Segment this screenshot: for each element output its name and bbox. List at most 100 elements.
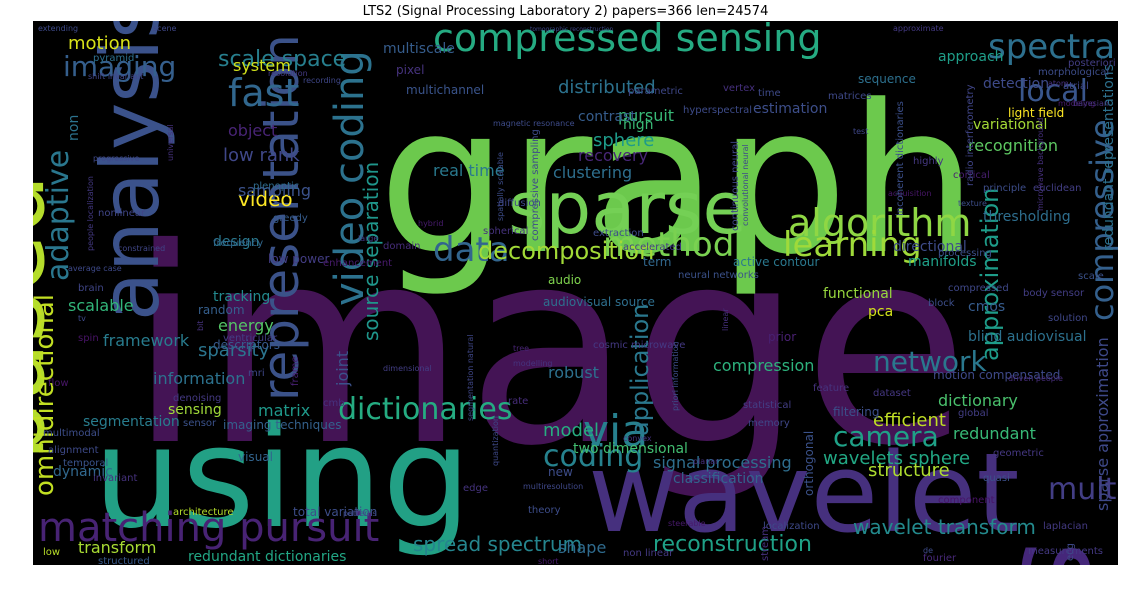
word-cmb: cmb bbox=[323, 398, 345, 409]
word-dimensional: dimensional bbox=[383, 364, 432, 373]
word-descriptors: descriptors bbox=[213, 338, 280, 352]
word-representation: representation bbox=[252, 34, 310, 401]
word-enhancement: enhancement bbox=[323, 258, 392, 269]
word-shape: shape bbox=[558, 538, 606, 557]
word-sphere: sphere bbox=[593, 130, 654, 151]
word-atrial: atrial bbox=[1063, 81, 1089, 92]
word-filtering: filtering bbox=[833, 405, 879, 419]
word-pyramid: pyramid bbox=[93, 53, 134, 64]
word-constrained: constrained bbox=[118, 244, 165, 253]
word-tree: tree bbox=[513, 344, 529, 353]
word-acquisition: acquisition bbox=[888, 189, 931, 198]
word-using: using bbox=[93, 397, 471, 560]
word-total-variation: total variation bbox=[293, 505, 377, 519]
word-coding: coding bbox=[543, 439, 643, 474]
word-vertex: vertex bbox=[723, 83, 755, 94]
word-imaging-techniques: imaging techniques bbox=[223, 418, 341, 432]
word-microwave-background: microwave background bbox=[1036, 118, 1045, 211]
word-extending: extending bbox=[38, 24, 78, 33]
word-visual: visual bbox=[238, 450, 273, 464]
word-graph: graph bbox=[378, 62, 978, 300]
word-segmentation: segmentation bbox=[83, 414, 180, 430]
word-denoising: denoising bbox=[173, 393, 221, 404]
word-audiovisual-source: audiovisual source bbox=[543, 295, 655, 309]
word-modelling: modelling bbox=[513, 359, 553, 368]
word-source-separation: source separation bbox=[359, 162, 383, 341]
word-spin: spin bbox=[78, 333, 99, 344]
word-bit: bit bbox=[196, 321, 205, 331]
word-accelerated: accelerated bbox=[623, 242, 682, 253]
word-spherical: spherical bbox=[483, 226, 528, 237]
word-multiresolution: multiresolution bbox=[523, 482, 583, 491]
word-sequence: sequence bbox=[858, 72, 916, 86]
word-recovery: recovery bbox=[578, 146, 648, 165]
word-posteriori: posteriori bbox=[1068, 58, 1116, 69]
word-incoherent-dictionaries: incoherent dictionaries bbox=[895, 101, 906, 216]
word-tracking: tracking bbox=[213, 289, 270, 305]
word-euclidean: euclidean bbox=[1033, 183, 1082, 194]
word-signal-processing: signal processing bbox=[653, 453, 792, 472]
word-processing: processing bbox=[938, 248, 992, 259]
word-redundant: redundant bbox=[953, 424, 1036, 443]
word-approach: approach bbox=[938, 49, 1004, 65]
word-laplacian: laplacian bbox=[1043, 521, 1088, 532]
word-scene: scene bbox=[153, 24, 177, 33]
word-motion: motion bbox=[68, 33, 131, 54]
word-highly: highly bbox=[913, 156, 944, 167]
word-prior: prior bbox=[768, 330, 796, 344]
word-hyperspectral: hyperspectral bbox=[683, 105, 752, 116]
word-recognition: recognition bbox=[968, 136, 1058, 155]
word-pixel: pixel bbox=[396, 63, 424, 77]
word-statistical: statistical bbox=[743, 400, 791, 411]
word-design: design bbox=[213, 234, 259, 250]
word-domain: domain bbox=[383, 241, 420, 252]
word-cosmic-microwave: cosmic microwave bbox=[593, 340, 685, 351]
word-solution: solution bbox=[1048, 313, 1088, 324]
word-extraction: extraction bbox=[593, 228, 644, 239]
word-dictionary: dictionary bbox=[938, 391, 1018, 410]
word-information: information bbox=[153, 369, 245, 388]
word-principle: principle bbox=[983, 183, 1026, 194]
word-robust: robust bbox=[548, 363, 599, 382]
word-patterns: patterns bbox=[343, 509, 377, 518]
word-via: via bbox=[583, 406, 648, 457]
word-contrast: contrast bbox=[578, 109, 636, 125]
word-omnidirectional: omnidirectional bbox=[33, 294, 60, 496]
word-two-dimensional: two dimensional bbox=[573, 441, 688, 457]
word-memory: memory bbox=[748, 418, 790, 429]
word-recording: recording bbox=[303, 76, 341, 85]
word-matrices: matrices bbox=[828, 91, 872, 102]
word-blind-audiovisual: blind audiovisual bbox=[968, 329, 1086, 345]
word-term: term bbox=[643, 255, 672, 269]
word-scalable: scalable bbox=[68, 296, 134, 315]
word-wavelet-transform: wavelet transform bbox=[853, 515, 1036, 539]
word-compressed: compressed bbox=[948, 283, 1009, 294]
word-quantization: quantization bbox=[491, 416, 500, 466]
word-convolutional-neural: convolutional neural bbox=[741, 144, 750, 226]
cloud-background bbox=[33, 21, 1118, 565]
word-shift-invariant: shift invariant bbox=[88, 72, 143, 81]
word-efficient: efficient bbox=[873, 410, 946, 431]
word-segmentation-natural: segmentation natural bbox=[466, 335, 475, 421]
word-block: block bbox=[928, 298, 955, 309]
word-localization: localization bbox=[763, 521, 820, 532]
word-modeling: modeling bbox=[1058, 99, 1095, 108]
word-structure: structure bbox=[868, 460, 950, 481]
word-sensing: sensing bbox=[168, 402, 222, 418]
word-test: test bbox=[853, 127, 868, 136]
word-audio: audio bbox=[548, 273, 581, 287]
word-orthogonal: orthogonal bbox=[802, 431, 816, 496]
word-neural-networks: neural networks bbox=[678, 270, 759, 281]
word-non: non bbox=[66, 115, 82, 141]
word-image: image bbox=[128, 190, 969, 505]
word-light-field: light field bbox=[1008, 106, 1064, 120]
word-low-rank: low rank bbox=[223, 145, 300, 166]
word-transform: transform bbox=[78, 538, 156, 557]
word-compressed-sensing: compressed sensing bbox=[433, 21, 821, 60]
word-active-contour: active contour bbox=[733, 255, 819, 269]
word-sampling: sampling bbox=[238, 181, 311, 200]
word-structured: structured bbox=[98, 556, 150, 565]
word-multimodal: multimodal bbox=[43, 428, 100, 439]
